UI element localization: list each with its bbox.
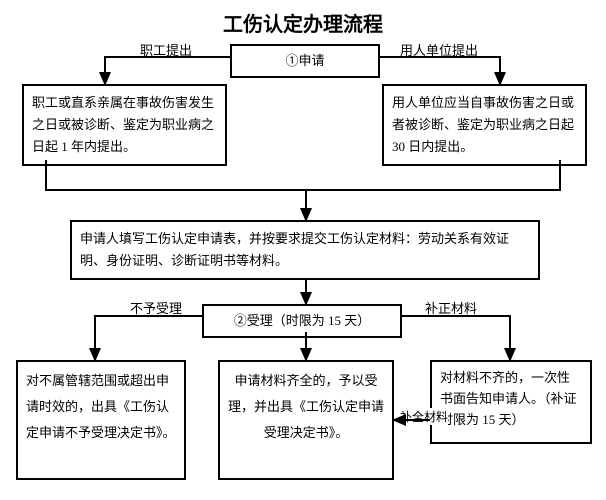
label-not-accept: 不予受理 bbox=[130, 298, 182, 317]
node-accept: ②受理（时限为 15 天） bbox=[202, 304, 402, 338]
label-unit-submit: 用人单位提出 bbox=[400, 40, 478, 59]
node-left-apply-text: 职工或直系亲属在事故伤害发生之日或被诊断、鉴定为职业病之日起 1 年内提出。 bbox=[32, 95, 214, 154]
node-reject: 对不属管辖范围或超出申请时效的，出具《工伤认定申请不予受理决定书》。 bbox=[16, 360, 186, 480]
node-reject-text: 对不属管辖范围或超出申请时效的，出具《工伤认定申请不予受理决定书》。 bbox=[26, 373, 176, 440]
label-need-more: 补正材料 bbox=[425, 298, 477, 317]
node-apply: ①申请 bbox=[230, 44, 380, 78]
label-emp-submit: 职工提出 bbox=[140, 40, 192, 59]
node-approve-text: 申请材料齐全的，予以受理，并出具《工伤认定申请受理决定书》。 bbox=[228, 373, 384, 440]
node-left-apply: 职工或直系亲属在事故伤害发生之日或被诊断、鉴定为职业病之日起 1 年内提出。 bbox=[22, 84, 227, 166]
node-apply-text: ①申请 bbox=[285, 53, 324, 68]
node-submit-text: 申请人填写工伤认定申请表，并按要求提交工伤认定材料：劳动关系有效证明、身份证明、… bbox=[80, 231, 509, 268]
node-accept-text: ②受理（时限为 15 天） bbox=[234, 313, 371, 328]
node-supplement: 对材料不齐的，一次性书面告知申请人。（补证时限为 15 天） bbox=[430, 360, 592, 444]
node-approve: 申请材料齐全的，予以受理，并出具《工伤认定申请受理决定书》。 bbox=[218, 360, 394, 480]
node-right-apply-text: 用人单位应当自事故伤害之日或者被诊断、鉴定为职业病之日起 30 日内提出。 bbox=[392, 95, 574, 154]
node-submit: 申请人填写工伤认定申请表，并按要求提交工伤认定材料：劳动关系有效证明、身份证明、… bbox=[70, 220, 540, 280]
page-title: 工伤认定办理流程 bbox=[0, 8, 606, 37]
node-right-apply: 用人单位应当自事故伤害之日或者被诊断、鉴定为职业病之日起 30 日内提出。 bbox=[382, 84, 587, 166]
node-supplement-text: 对材料不齐的，一次性书面告知申请人。（补证时限为 15 天） bbox=[440, 370, 577, 427]
label-need-more2: 补全材料 bbox=[400, 408, 448, 425]
